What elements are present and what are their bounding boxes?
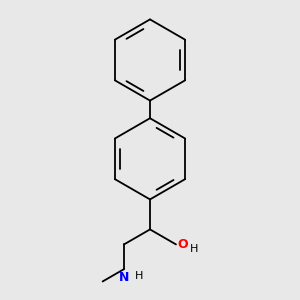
Text: N: N bbox=[119, 271, 129, 284]
Text: H: H bbox=[189, 244, 198, 254]
Text: O: O bbox=[178, 238, 188, 251]
Text: H: H bbox=[135, 271, 143, 281]
